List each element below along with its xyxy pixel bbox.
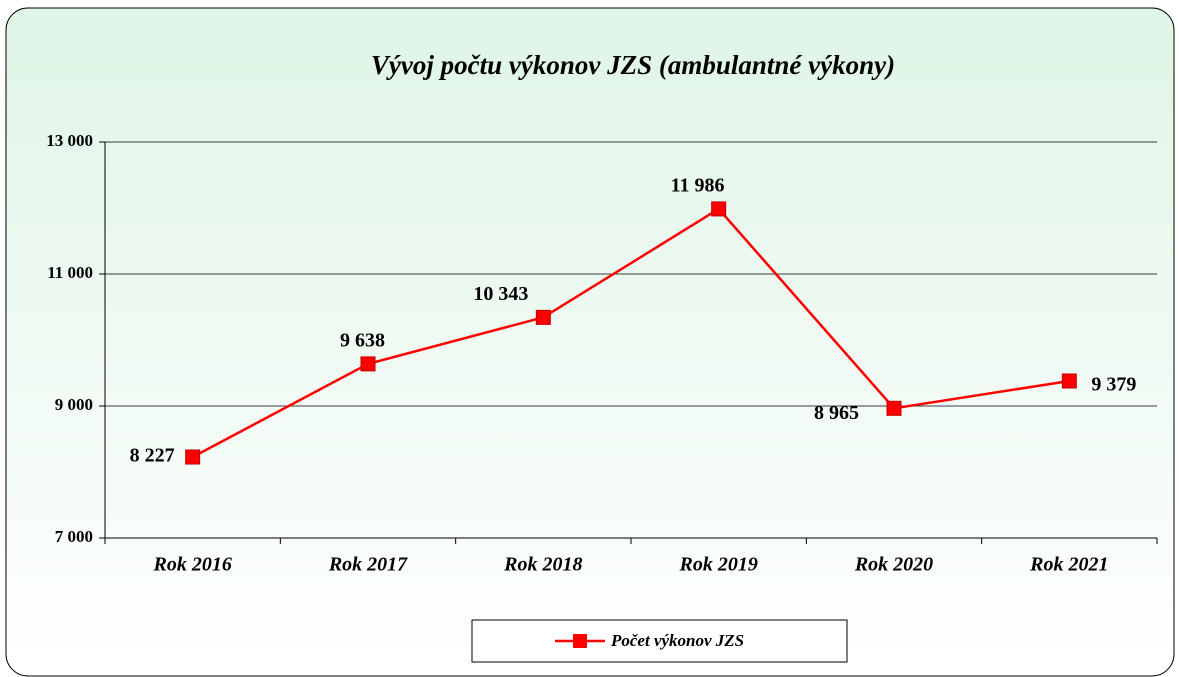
x-tick-label: Rok 2018 [503, 554, 582, 576]
data-label: 10 343 [473, 283, 528, 305]
data-label: 9 638 [340, 329, 385, 351]
data-label: 9 379 [1091, 374, 1136, 396]
y-tick-label: 9 000 [55, 395, 93, 414]
point-marker [1061, 373, 1077, 389]
chart-title: Vývoj počtu výkonov JZS (ambulantné výko… [371, 50, 895, 80]
x-tick-label: Rok 2017 [328, 554, 408, 576]
point-marker [185, 449, 201, 465]
legend-box [471, 619, 848, 663]
legend-label: Počet výkonov JZS [610, 631, 744, 650]
point-marker [535, 309, 551, 325]
legend-marker [573, 634, 587, 648]
x-tick-label: Rok 2021 [1029, 554, 1108, 576]
y-tick-label: 11 000 [47, 263, 93, 282]
x-tick-label: Rok 2019 [678, 554, 757, 576]
x-tick-label: Rok 2016 [152, 554, 231, 576]
x-tick-label: Rok 2020 [854, 554, 933, 576]
point-marker [886, 400, 902, 416]
data-label: 8 227 [130, 445, 175, 467]
data-label: 8 965 [814, 402, 859, 424]
point-marker [711, 201, 727, 217]
point-marker [360, 356, 376, 372]
data-label: 11 986 [671, 175, 725, 197]
chart-background [5, 7, 1175, 677]
series-line [192, 207, 1070, 459]
y-tick-label: 7 000 [55, 527, 93, 546]
y-tick-label: 13 000 [46, 131, 93, 150]
